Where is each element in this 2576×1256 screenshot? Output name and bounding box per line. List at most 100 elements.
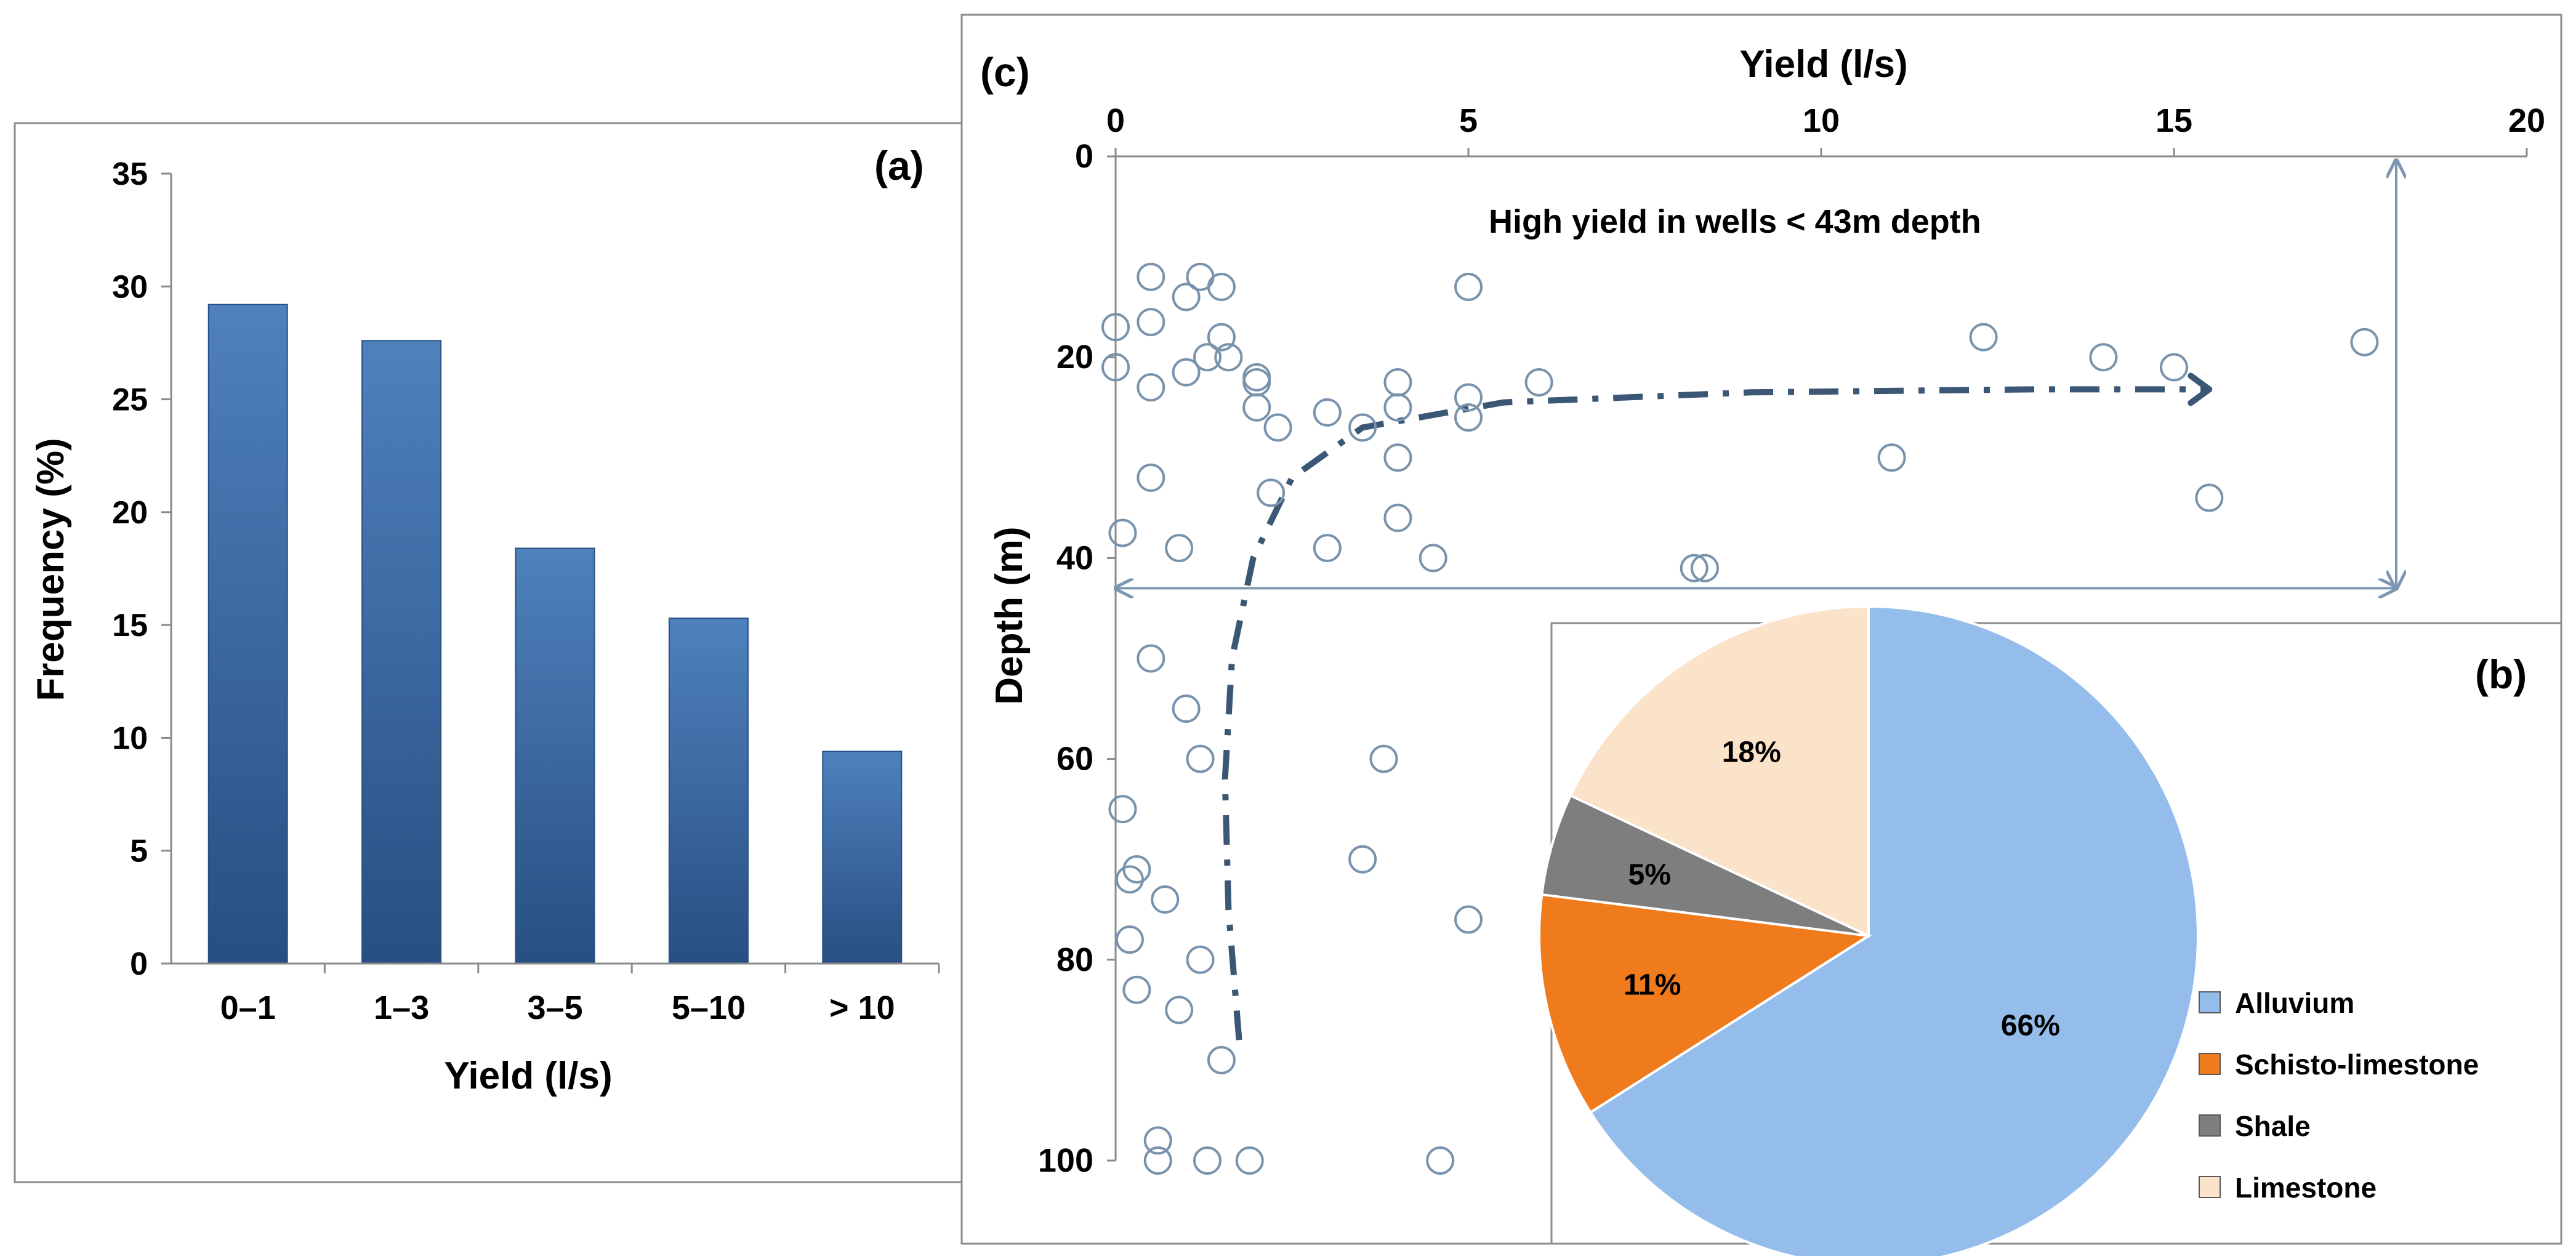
panel-b-legend: Alluvium Schisto-limestone Shale Limestone bbox=[2199, 987, 2479, 1204]
data-point bbox=[1426, 1146, 1455, 1175]
x-tick-label: 5 bbox=[1459, 102, 1478, 139]
panel-a-x-ticks: 0–1 1–3 3–5 5–10 > 10 bbox=[220, 964, 940, 1026]
slice-label: 66% bbox=[2001, 1010, 2060, 1042]
data-point bbox=[1172, 694, 1201, 723]
panel-c-label: (c) bbox=[980, 49, 1030, 95]
y-tick-label: 20 bbox=[1057, 339, 1093, 376]
data-point bbox=[1143, 1126, 1172, 1155]
legend-label: Alluvium bbox=[2235, 987, 2354, 1019]
panel-c-annotation: High yield in wells < 43m depth bbox=[1489, 203, 1981, 240]
data-point bbox=[1969, 323, 1998, 352]
y-tick-label: 35 bbox=[112, 156, 148, 192]
data-point bbox=[1680, 554, 1709, 582]
data-point bbox=[1313, 534, 1342, 563]
x-tick-label: 1–3 bbox=[374, 989, 429, 1026]
data-point bbox=[1214, 343, 1243, 372]
y-tick-label: 10 bbox=[112, 720, 148, 756]
y-tick-label: 100 bbox=[1038, 1142, 1093, 1179]
bar bbox=[207, 304, 288, 964]
pie-slice bbox=[1588, 605, 2199, 1256]
panel-b-slice-labels: 66% 11% 5% 18% bbox=[1624, 736, 2060, 1042]
pie-slice bbox=[1540, 794, 1869, 937]
data-point bbox=[1137, 308, 1165, 337]
data-point bbox=[1165, 996, 1194, 1025]
data-point bbox=[1257, 478, 1286, 507]
panel-a-x-axis-label: Yield (l/s) bbox=[444, 1055, 612, 1097]
data-point bbox=[1186, 945, 1215, 974]
data-point bbox=[1193, 343, 1222, 372]
data-point bbox=[1454, 905, 1483, 934]
y-tick-label: 0 bbox=[130, 946, 148, 982]
bar bbox=[515, 547, 595, 964]
panel-c-x-axis-label: Yield (l/s) bbox=[1739, 43, 1907, 86]
data-point bbox=[2350, 328, 2379, 356]
slice-label: 11% bbox=[1624, 969, 1681, 1002]
data-point bbox=[1115, 865, 1144, 894]
data-point bbox=[1101, 353, 1130, 382]
panel-c-points bbox=[1101, 262, 2379, 1175]
data-point bbox=[1137, 644, 1165, 673]
pie-slice bbox=[1569, 605, 1870, 938]
panel-a-bars bbox=[207, 304, 903, 964]
bar bbox=[361, 340, 442, 964]
data-point bbox=[1101, 313, 1130, 342]
panel-b-label: (b) bbox=[2475, 651, 2527, 697]
data-point bbox=[2195, 483, 2224, 512]
data-point bbox=[1242, 393, 1271, 422]
data-point bbox=[1263, 413, 1292, 442]
data-point bbox=[1348, 413, 1377, 442]
y-tick-label: 30 bbox=[112, 269, 148, 305]
slice-label: 5% bbox=[1628, 859, 1671, 892]
data-point bbox=[1454, 403, 1483, 432]
data-point bbox=[1419, 544, 1447, 573]
slice-label: 18% bbox=[1722, 736, 1781, 768]
y-tick-label: 20 bbox=[112, 495, 148, 531]
panel-c-ticks: 0 5 10 15 20 0 20 40 60 80 100 bbox=[1038, 102, 2545, 1179]
data-point bbox=[2160, 353, 2188, 382]
panel-b-slices bbox=[1538, 605, 2199, 1256]
data-point bbox=[1383, 504, 1412, 533]
y-tick-label: 40 bbox=[1057, 539, 1093, 576]
data-point bbox=[1207, 1045, 1236, 1074]
legend-label: Limestone bbox=[2235, 1172, 2377, 1204]
panel-b-pie-chart: (b) 66% 11% 5% 18% Alluvium Schisto-limeston… bbox=[1538, 605, 2562, 1256]
y-tick-label: 5 bbox=[130, 834, 148, 869]
data-point bbox=[1151, 885, 1180, 914]
panel-a-y-ticks: 0 5 10 15 20 25 30 35 bbox=[112, 156, 171, 982]
legend-swatch bbox=[2199, 1114, 2221, 1137]
data-point bbox=[1165, 534, 1194, 563]
data-point bbox=[1313, 398, 1342, 427]
data-point bbox=[1137, 262, 1165, 291]
data-point bbox=[1108, 795, 1137, 824]
pie-slice bbox=[1538, 893, 1872, 1114]
data-point bbox=[1172, 358, 1201, 387]
data-point bbox=[1115, 925, 1144, 954]
x-tick-label: 20 bbox=[2508, 102, 2545, 139]
data-point bbox=[1369, 744, 1398, 773]
x-tick-label: 5–10 bbox=[672, 989, 746, 1026]
data-point bbox=[1108, 518, 1137, 547]
panel-a-label: (a) bbox=[874, 143, 924, 188]
data-point bbox=[1877, 443, 1906, 472]
y-tick-label: 15 bbox=[112, 608, 148, 643]
legend-label: Schisto-limestone bbox=[2235, 1049, 2479, 1081]
data-point bbox=[1235, 1146, 1264, 1175]
panel-c-y-axis-label: Depth (m) bbox=[988, 526, 1031, 704]
x-tick-label: 3–5 bbox=[527, 989, 582, 1026]
data-point bbox=[1383, 393, 1412, 422]
data-point bbox=[1186, 744, 1215, 773]
data-point bbox=[1454, 273, 1483, 302]
legend-swatch bbox=[2199, 1053, 2221, 1075]
data-point bbox=[1137, 373, 1165, 402]
x-tick-label: 10 bbox=[1803, 102, 1840, 139]
data-point bbox=[1207, 323, 1236, 352]
legend-label: Shale bbox=[2235, 1110, 2311, 1142]
data-point bbox=[1383, 443, 1412, 472]
data-point bbox=[1207, 273, 1236, 302]
data-point bbox=[2089, 343, 2118, 372]
x-tick-label: 0 bbox=[1106, 102, 1125, 139]
y-tick-label: 60 bbox=[1057, 741, 1093, 778]
data-point bbox=[1143, 1146, 1172, 1175]
panel-a-bar-chart: (a) 0 5 10 15 20 25 30 35 0–1 1–3 3–5 5–10 > 10 Yie… bbox=[14, 122, 963, 1183]
